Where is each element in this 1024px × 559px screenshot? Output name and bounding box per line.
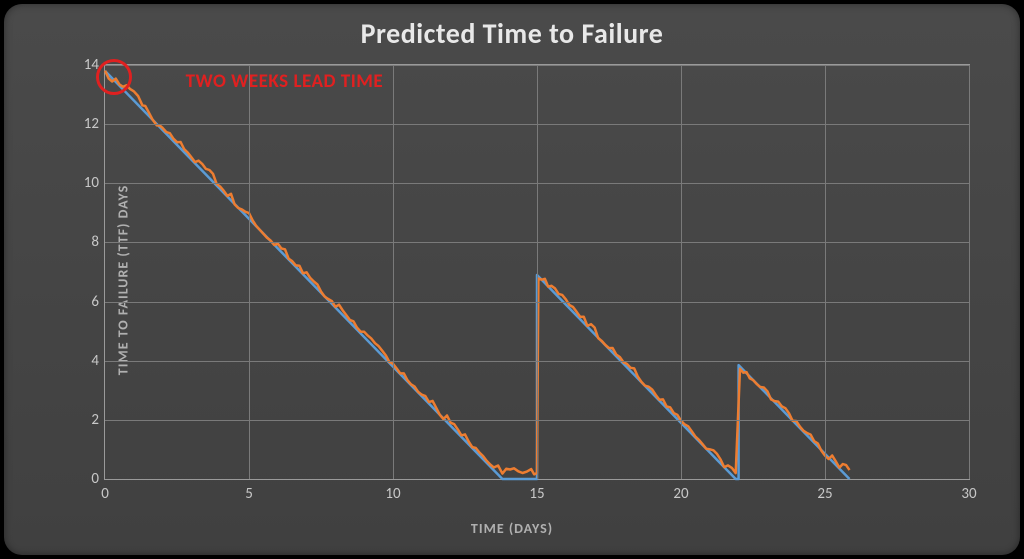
grid-line-h [105,242,969,243]
chart-title: Predicted Time to Failure [4,16,1020,51]
grid-line-h [105,420,969,421]
series-predicted [105,71,850,475]
grid-line-h [105,183,969,184]
y-tick-label: 8 [73,233,99,251]
x-tick-label: 30 [961,485,976,503]
y-tick-label: 2 [73,411,99,429]
grid-line-v [681,65,682,479]
y-tick-label: 14 [73,56,99,74]
grid-line-h [105,124,969,125]
annotation-circle [96,59,132,95]
y-tick-label: 6 [73,293,99,311]
grid-line-v [969,65,970,479]
y-tick-label: 4 [73,352,99,370]
plot-area: 05101520253002468101214TWO WEEKS LEAD TI… [104,64,970,480]
grid-line-v [249,65,250,479]
grid-line-v [825,65,826,479]
x-tick-label: 20 [673,485,688,503]
annotation-text: TWO WEEKS LEAD TIME [186,70,384,93]
grid-line-h [105,65,969,66]
x-axis-label: TIME (DAYS) [4,520,1020,537]
x-tick-label: 25 [817,485,832,503]
grid-line-h [105,361,969,362]
x-tick-label: 0 [101,485,109,503]
x-tick-label: 5 [245,485,253,503]
x-tick-label: 10 [385,485,400,503]
y-tick-label: 0 [73,470,99,488]
x-tick-label: 15 [529,485,544,503]
grid-line-v [393,65,394,479]
y-tick-label: 12 [73,115,99,133]
grid-line-h [105,302,969,303]
grid-line-v [537,65,538,479]
chart-container: Predicted Time to Failure TIME TO FAILUR… [4,4,1020,555]
y-tick-label: 10 [73,174,99,192]
